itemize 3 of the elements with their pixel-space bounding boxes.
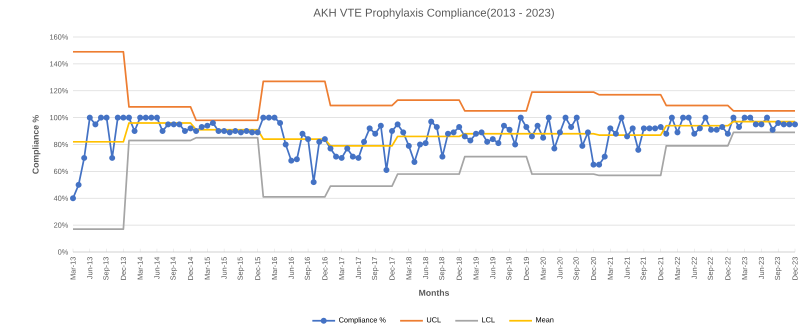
x-axis-title: Months: [419, 290, 450, 296]
y-axis-title: Compliance %: [32, 115, 40, 174]
chart-title: AKH VTE Prophylaxis Compliance(2013 - 2023): [313, 8, 554, 19]
